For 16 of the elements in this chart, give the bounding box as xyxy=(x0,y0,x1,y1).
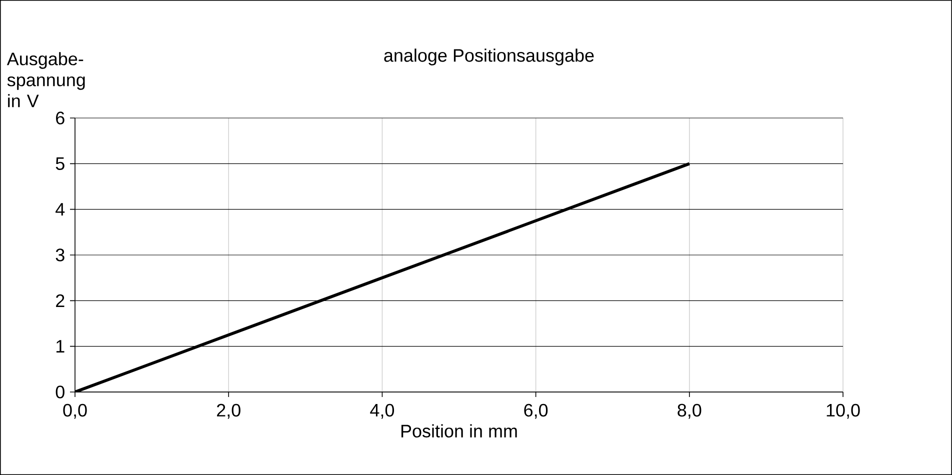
y-tick-label: 5 xyxy=(56,157,64,170)
x-tick-label: 2,0 xyxy=(217,404,240,419)
y-tick-label: 6 xyxy=(56,112,64,124)
chart-title: analoge Positionsausgabe xyxy=(384,48,594,66)
y-axis-title: Ausgabe-spannung in V xyxy=(6,52,85,108)
x-tick-label: 6,0 xyxy=(524,404,548,419)
y-tick-label: 4 xyxy=(56,203,65,216)
x-axis-title: Position in mm xyxy=(401,424,517,438)
y-tick-label: 2 xyxy=(56,294,64,307)
x-tick-label: 10,0 xyxy=(826,404,860,419)
y-tick-label: 3 xyxy=(56,248,64,262)
x-tick-label: 0,0 xyxy=(63,404,87,419)
y-tick-label: 0 xyxy=(56,386,64,398)
x-tick-label: 8,0 xyxy=(678,404,702,419)
y-tick-label: 1 xyxy=(56,340,64,353)
x-tick-label: 4,0 xyxy=(370,404,394,419)
